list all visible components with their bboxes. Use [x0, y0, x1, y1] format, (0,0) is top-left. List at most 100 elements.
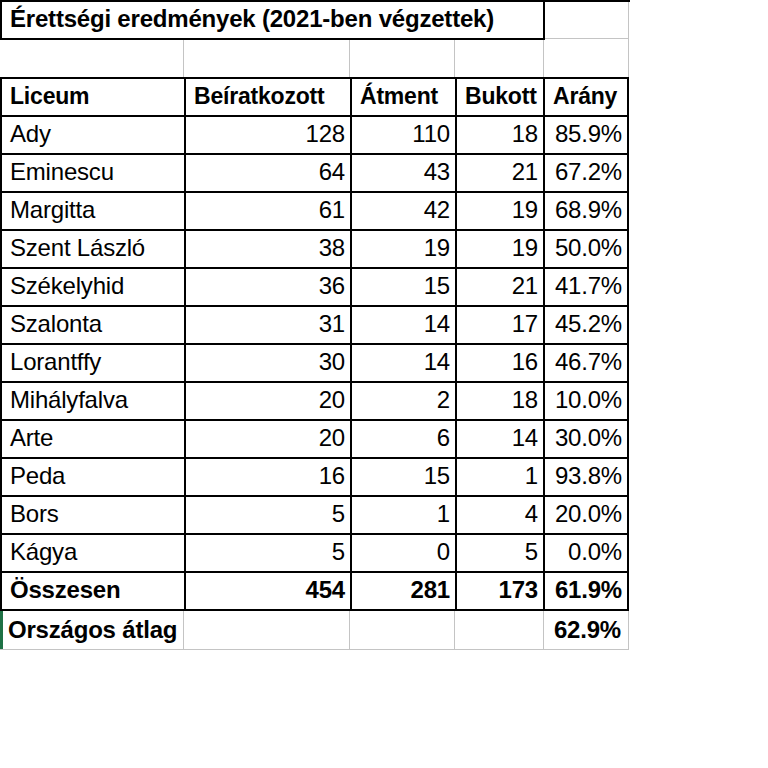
- enrolled-cell[interactable]: 5: [185, 496, 351, 534]
- gridline-vertical: [183, 611, 184, 649]
- table-row: Székelyhid 36 15 21 41.7%: [1, 268, 628, 306]
- table-row: Ady 128 110 18 85.9%: [1, 116, 628, 154]
- failed-cell[interactable]: 18: [456, 382, 544, 420]
- school-name-cell[interactable]: Ady: [1, 116, 185, 154]
- rate-cell[interactable]: 20.0%: [544, 496, 628, 534]
- enrolled-cell[interactable]: 38: [185, 230, 351, 268]
- rate-cell[interactable]: 85.9%: [544, 116, 628, 154]
- failed-cell[interactable]: 16: [456, 344, 544, 382]
- enrolled-cell[interactable]: 36: [185, 268, 351, 306]
- gridline-horizontal: [545, 38, 628, 39]
- total-enrolled-cell[interactable]: 454: [185, 572, 351, 610]
- failed-cell[interactable]: 17: [456, 306, 544, 344]
- title-cell[interactable]: Érettségi eredmények (2021-ben végzettek…: [0, 0, 545, 40]
- enrolled-cell[interactable]: 30: [185, 344, 351, 382]
- gridline-horizontal: [0, 649, 629, 650]
- table-row: Szalonta 31 14 17 45.2%: [1, 306, 628, 344]
- header-row: Liceum Beíratkozott Átment Bukott Arány: [1, 78, 628, 116]
- national-average-rate-cell[interactable]: 62.9%: [554, 616, 621, 644]
- results-table: Liceum Beíratkozott Átment Bukott Arány …: [0, 77, 629, 611]
- gridline-vertical: [543, 611, 544, 649]
- passed-cell[interactable]: 42: [351, 192, 456, 230]
- school-name-cell[interactable]: Eminescu: [1, 154, 185, 192]
- rate-cell[interactable]: 45.2%: [544, 306, 628, 344]
- gridline-vertical: [454, 611, 455, 649]
- gridline-vertical: [628, 611, 629, 649]
- gridline-vertical: [183, 40, 184, 77]
- school-name-cell[interactable]: Margitta: [1, 192, 185, 230]
- rate-cell[interactable]: 30.0%: [544, 420, 628, 458]
- table-row: Margitta 61 42 19 68.9%: [1, 192, 628, 230]
- enrolled-cell[interactable]: 20: [185, 420, 351, 458]
- gridline-vertical: [454, 40, 455, 77]
- total-rate-cell[interactable]: 61.9%: [544, 572, 628, 610]
- passed-cell[interactable]: 15: [351, 268, 456, 306]
- passed-cell[interactable]: 19: [351, 230, 456, 268]
- school-name-cell[interactable]: Lorantffy: [1, 344, 185, 382]
- column-header-bukott[interactable]: Bukott: [456, 78, 544, 116]
- failed-cell[interactable]: 21: [456, 154, 544, 192]
- school-name-cell[interactable]: Székelyhid: [1, 268, 185, 306]
- passed-cell[interactable]: 14: [351, 306, 456, 344]
- failed-cell[interactable]: 14: [456, 420, 544, 458]
- failed-cell[interactable]: 1: [456, 458, 544, 496]
- failed-cell[interactable]: 5: [456, 534, 544, 572]
- school-name-cell[interactable]: Szent László: [1, 230, 185, 268]
- gridline-vertical: [543, 40, 544, 77]
- total-label-cell[interactable]: Összesen: [1, 572, 185, 610]
- passed-cell[interactable]: 15: [351, 458, 456, 496]
- gridline-vertical: [349, 40, 350, 77]
- table-row: Peda 16 15 1 93.8%: [1, 458, 628, 496]
- failed-cell[interactable]: 18: [456, 116, 544, 154]
- school-name-cell[interactable]: Bors: [1, 496, 185, 534]
- failed-cell[interactable]: 21: [456, 268, 544, 306]
- failed-cell[interactable]: 19: [456, 192, 544, 230]
- column-header-beiratkozott[interactable]: Beíratkozott: [185, 78, 351, 116]
- failed-cell[interactable]: 19: [456, 230, 544, 268]
- selection-edge-indicator: [0, 611, 3, 649]
- passed-cell[interactable]: 6: [351, 420, 456, 458]
- rate-cell[interactable]: 0.0%: [544, 534, 628, 572]
- rate-cell[interactable]: 41.7%: [544, 268, 628, 306]
- gridline-vertical: [349, 611, 350, 649]
- table-row: Arte 20 6 14 30.0%: [1, 420, 628, 458]
- column-header-atment[interactable]: Átment: [351, 78, 456, 116]
- enrolled-cell[interactable]: 31: [185, 306, 351, 344]
- school-name-cell[interactable]: Peda: [1, 458, 185, 496]
- table-row: Mihályfalva 20 2 18 10.0%: [1, 382, 628, 420]
- top-border-segment: [545, 0, 630, 2]
- national-average-label-cell[interactable]: Országos átlag: [8, 616, 177, 644]
- enrolled-cell[interactable]: 16: [185, 458, 351, 496]
- passed-cell[interactable]: 0: [351, 534, 456, 572]
- school-name-cell[interactable]: Mihályfalva: [1, 382, 185, 420]
- rate-cell[interactable]: 50.0%: [544, 230, 628, 268]
- enrolled-cell[interactable]: 128: [185, 116, 351, 154]
- enrolled-cell[interactable]: 20: [185, 382, 351, 420]
- column-header-liceum[interactable]: Liceum: [1, 78, 185, 116]
- school-name-cell[interactable]: Szalonta: [1, 306, 185, 344]
- table-row: Eminescu 64 43 21 67.2%: [1, 154, 628, 192]
- total-failed-cell[interactable]: 173: [456, 572, 544, 610]
- rate-cell[interactable]: 10.0%: [544, 382, 628, 420]
- passed-cell[interactable]: 14: [351, 344, 456, 382]
- school-name-cell[interactable]: Arte: [1, 420, 185, 458]
- rate-cell[interactable]: 67.2%: [544, 154, 628, 192]
- national-average-row: Országos átlag 62.9%: [0, 611, 629, 649]
- total-row: Összesen 454 281 173 61.9%: [1, 572, 628, 610]
- rate-cell[interactable]: 46.7%: [544, 344, 628, 382]
- enrolled-cell[interactable]: 64: [185, 154, 351, 192]
- table-row: Kágya 5 0 5 0.0%: [1, 534, 628, 572]
- school-name-cell[interactable]: Kágya: [1, 534, 185, 572]
- passed-cell[interactable]: 110: [351, 116, 456, 154]
- rate-cell[interactable]: 68.9%: [544, 192, 628, 230]
- enrolled-cell[interactable]: 5: [185, 534, 351, 572]
- column-header-arany[interactable]: Arány: [544, 78, 628, 116]
- total-passed-cell[interactable]: 281: [351, 572, 456, 610]
- passed-cell[interactable]: 2: [351, 382, 456, 420]
- enrolled-cell[interactable]: 61: [185, 192, 351, 230]
- spreadsheet-canvas: Érettségi eredmények (2021-ben végzettek…: [0, 0, 768, 768]
- rate-cell[interactable]: 93.8%: [544, 458, 628, 496]
- failed-cell[interactable]: 4: [456, 496, 544, 534]
- passed-cell[interactable]: 1: [351, 496, 456, 534]
- passed-cell[interactable]: 43: [351, 154, 456, 192]
